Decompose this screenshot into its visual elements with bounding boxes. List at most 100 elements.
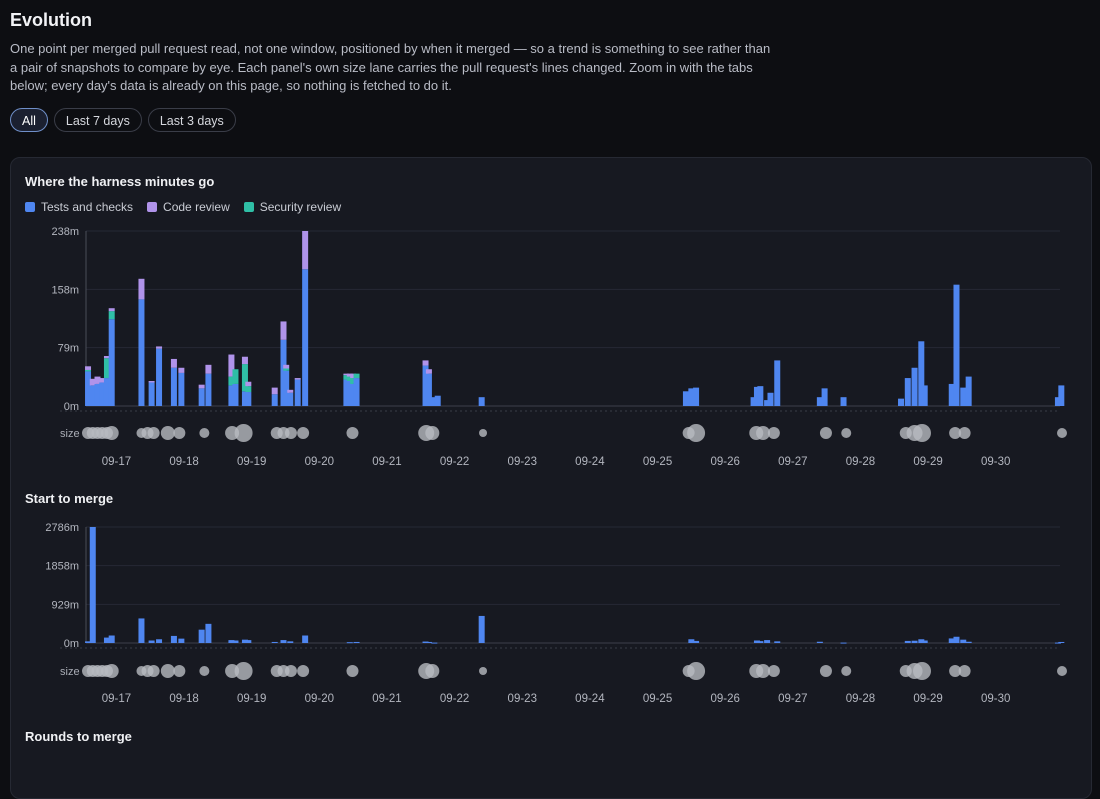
merge-size-point (958, 665, 971, 677)
merge-x-tick-label: 09-20 (305, 693, 334, 705)
harness-size-point (841, 428, 852, 438)
legend-swatch-code-review (147, 202, 158, 212)
harness-bar-security (350, 378, 357, 384)
harness-bar-tests (682, 391, 689, 406)
harness-bar-tests (904, 378, 911, 406)
merge-bar (960, 639, 967, 643)
harness-x-tick-label: 09-19 (237, 456, 266, 468)
harness-x-tick-label: 09-29 (913, 456, 942, 468)
harness-bar-tests (898, 398, 905, 406)
harness-bar-security (108, 311, 115, 320)
merge-x-tick-label: 09-18 (169, 693, 198, 705)
merge-bar (478, 615, 485, 643)
legend-item-security-review[interactable]: Security review (243, 200, 341, 214)
tab-last-3-days[interactable]: Last 3 days (147, 108, 236, 132)
merge-x-tick-label: 09-17 (102, 693, 131, 705)
legend-item-tests[interactable]: Tests and checks (25, 200, 133, 214)
merge-size-point (841, 666, 852, 676)
merge-bar (425, 641, 432, 643)
harness-size-point (234, 424, 253, 442)
merge-bar (156, 639, 163, 643)
harness-bar-security (85, 369, 92, 372)
harness-bar-tests (89, 385, 96, 406)
harness-size-point (949, 427, 962, 439)
harness-size-point (346, 427, 359, 439)
merge-bar (816, 641, 823, 643)
harness-y-tick-label: 238m (51, 226, 79, 238)
merge-bar (280, 640, 287, 643)
harness-bar-tests (422, 365, 429, 406)
merge-bar (693, 640, 700, 643)
harness-y-tick-label: 158m (51, 284, 79, 296)
harness-size-lane-label: size (60, 428, 80, 440)
harness-size-point (199, 428, 210, 438)
merge-bar (108, 635, 115, 643)
harness-x-tick-label: 09-17 (102, 456, 131, 468)
harness-x-tick-label: 09-25 (643, 456, 672, 468)
merge-bar (904, 640, 911, 643)
harness-bar-security (228, 376, 235, 386)
merge-size-point (949, 665, 962, 677)
legend-swatch-security-review (243, 202, 254, 212)
merge-bar (103, 637, 110, 643)
harness-bar-security (245, 386, 252, 393)
tab-all[interactable]: All (10, 108, 48, 132)
tab-last-7-days[interactable]: Last 7 days (53, 108, 142, 132)
harness-bar-tests (170, 367, 177, 406)
merge-size-point (234, 662, 253, 680)
legend-item-code-review[interactable]: Code review (147, 200, 230, 214)
harness-x-tick-label: 09-24 (575, 456, 605, 468)
harness-bar-tests (353, 378, 360, 406)
harness-bar-tests (283, 370, 290, 406)
merge-bar (764, 640, 771, 643)
merge-x-tick-label: 09-24 (575, 693, 605, 705)
harness-size-point (173, 427, 186, 439)
merge-size-point (147, 665, 160, 677)
harness-bar-review (343, 373, 350, 376)
harness-bar-tests (271, 394, 278, 406)
harness-bar-tests (953, 284, 960, 406)
harness-bar-security (353, 373, 360, 379)
harness-bar-tests (85, 371, 92, 406)
evolution-page: Evolution One point per merged pull requ… (10, 10, 1092, 799)
merge-bar (198, 629, 205, 643)
legend-label-tests: Tests and checks (41, 200, 134, 214)
page-description: One point per merged pull request read, … (10, 41, 771, 93)
harness-bar-review (228, 354, 235, 377)
merge-x-tick-label: 09-30 (981, 693, 1010, 705)
harness-bar-tests (918, 341, 925, 406)
harness-size-point (284, 427, 297, 439)
merge-bar (422, 641, 429, 643)
merge-x-tick-label: 09-28 (846, 693, 875, 705)
harness-size-point (160, 426, 175, 440)
harness-bar-tests (1058, 385, 1065, 406)
harness-bar-tests (965, 376, 972, 406)
merge-bar (911, 640, 918, 643)
harness-bar-tests (764, 400, 771, 406)
harness-size-point (767, 427, 780, 439)
harness-bar-tests (108, 319, 115, 406)
harness-bar-security (343, 375, 350, 380)
harness-bar-security (103, 358, 110, 379)
harness-bar-review (156, 346, 163, 349)
harness-bar-tests (103, 378, 110, 406)
harness-bar-review (346, 373, 353, 377)
merge-size-lane-label: size (60, 666, 80, 678)
merge-size-point (104, 664, 119, 678)
harness-bar-tests (753, 386, 760, 406)
merge-size-point (1057, 666, 1067, 676)
merge-bar (953, 636, 960, 643)
harness-bar-tests (148, 382, 155, 406)
harness-bar-tests (434, 395, 441, 406)
merge-bar (170, 635, 177, 643)
harness-bar-review (148, 381, 155, 383)
harness-bar-tests (294, 379, 301, 406)
charts-card (10, 157, 1092, 799)
merge-bar (774, 641, 781, 643)
harness-x-tick-label: 09-22 (440, 456, 469, 468)
harness-bar-tests (228, 385, 235, 406)
harness-bar-tests (343, 379, 350, 406)
merge-bar (948, 638, 955, 643)
merge-bar (287, 641, 294, 643)
merge-bar (138, 618, 145, 643)
